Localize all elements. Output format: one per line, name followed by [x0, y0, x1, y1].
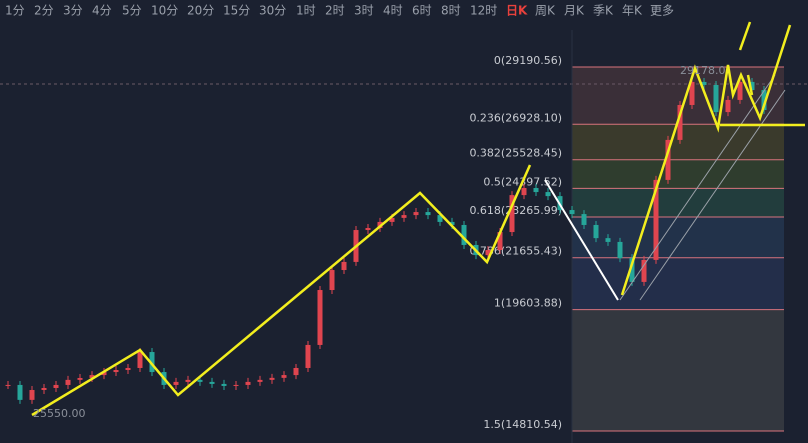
- candle: [173, 381, 179, 385]
- fib-band: [572, 257, 784, 310]
- candle: [425, 212, 431, 216]
- toolbar: 1分 2分 3分 4分 5分 10分 20分 15分 30分 1时 2时 3时 4时 6时 8时 12时 日K 周…: [5, 4, 674, 18]
- candle: [581, 214, 587, 225]
- candle: [233, 384, 239, 386]
- tab[interactable]: 1分: [5, 4, 25, 18]
- tab[interactable]: 2分: [34, 4, 54, 18]
- tab[interactable]: 1时: [296, 4, 316, 18]
- candle: [257, 379, 263, 382]
- candle: [485, 250, 491, 256]
- candle: [653, 179, 659, 260]
- candle: [149, 352, 155, 373]
- candle: [269, 377, 275, 380]
- white-arrow: [544, 179, 619, 301]
- candle: [401, 215, 407, 218]
- candle: [29, 390, 35, 400]
- candle: [341, 261, 347, 271]
- candle: [665, 139, 671, 180]
- tab[interactable]: 8时: [441, 4, 461, 18]
- fib-band: [572, 188, 784, 217]
- candle: [41, 387, 47, 391]
- candle: [761, 90, 767, 111]
- candle: [725, 99, 731, 113]
- candle: [641, 259, 647, 282]
- candle: [617, 241, 623, 259]
- candle: [137, 352, 143, 368]
- tab[interactable]: 12时: [470, 4, 497, 18]
- fib-label: 0.786(21655.43): [469, 245, 562, 258]
- fib-label: 0.382(25528.45): [469, 147, 562, 160]
- tab[interactable]: 4分: [92, 4, 112, 18]
- fib-band: [572, 159, 784, 189]
- tab[interactable]: 更多: [650, 4, 674, 18]
- candle: [437, 215, 443, 222]
- candle: [305, 344, 311, 368]
- candle: [125, 367, 131, 371]
- tab[interactable]: 4时: [383, 4, 403, 18]
- tab[interactable]: 15分: [223, 4, 250, 18]
- tab[interactable]: 季K: [593, 4, 614, 18]
- tab[interactable]: 日K: [506, 4, 528, 18]
- tab[interactable]: 30分: [259, 4, 286, 18]
- candle: [365, 228, 371, 231]
- tab[interactable]: 年K: [622, 4, 643, 18]
- tab[interactable]: 周K: [535, 4, 556, 18]
- fib-label: 1(19603.88): [494, 297, 562, 310]
- fib-label: 0.618(23265.99): [469, 204, 562, 217]
- candle: [593, 224, 599, 239]
- arrows: [31, 21, 805, 417]
- candle: [497, 232, 503, 251]
- fib-band: [572, 309, 784, 431]
- tab[interactable]: 5分: [122, 4, 142, 18]
- candle: [65, 379, 71, 385]
- candle: [209, 381, 215, 384]
- candle: [737, 81, 743, 100]
- candle: [461, 224, 467, 245]
- candle: [53, 384, 59, 388]
- tab[interactable]: 月K: [564, 4, 585, 18]
- candle: [521, 188, 527, 196]
- candle: [545, 192, 551, 197]
- candle: [101, 372, 107, 376]
- tab[interactable]: 20分: [187, 4, 214, 18]
- candle: [293, 367, 299, 376]
- tab[interactable]: 3分: [63, 4, 83, 18]
- fib-label: 0(29190.56): [494, 54, 562, 67]
- price-label: 29178.0: [680, 64, 726, 77]
- candle: [713, 84, 719, 113]
- candle: [533, 188, 539, 193]
- candle: [629, 258, 635, 282]
- candle: [509, 195, 515, 233]
- candle: [185, 379, 191, 382]
- candle: [17, 384, 23, 400]
- candle: [245, 381, 251, 385]
- candle: [749, 81, 755, 91]
- fib-label: 1.5(14810.54): [483, 418, 562, 431]
- tab[interactable]: 2时: [325, 4, 345, 18]
- candle: [113, 370, 119, 373]
- candle: [197, 379, 203, 382]
- candle: [221, 383, 227, 386]
- tab[interactable]: 6时: [412, 4, 432, 18]
- candle: [329, 270, 335, 291]
- candle: [677, 104, 683, 140]
- tab[interactable]: 10分: [151, 4, 178, 18]
- candle: [701, 81, 707, 85]
- candle: [317, 290, 323, 345]
- price-label: 25550.00: [33, 407, 86, 420]
- fib-band: [572, 216, 784, 258]
- candle: [605, 238, 611, 242]
- candle: [569, 210, 575, 215]
- candle: [5, 384, 11, 386]
- fib-label: 0.236(26928.10): [469, 111, 562, 124]
- candle: [77, 377, 83, 380]
- candle: [89, 375, 95, 378]
- candle: [449, 221, 455, 225]
- candle: [281, 375, 287, 378]
- tab[interactable]: 3时: [354, 4, 374, 18]
- candle: [413, 212, 419, 216]
- candle: [389, 217, 395, 222]
- candle: [689, 81, 695, 105]
